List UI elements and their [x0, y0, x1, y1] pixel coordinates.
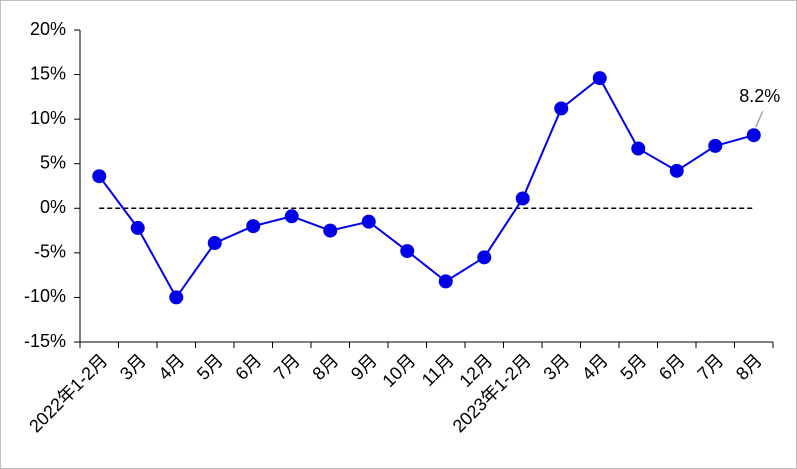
point: [92, 169, 107, 184]
data-label: 8.2%: [739, 86, 780, 106]
point: [515, 191, 530, 206]
point: [361, 214, 376, 229]
point: [592, 71, 607, 86]
y-tick-label: 15%: [30, 63, 66, 83]
y-tick-label: 5%: [40, 152, 66, 172]
point: [554, 101, 569, 116]
y-tick-label: 20%: [30, 19, 66, 39]
label-leader: [755, 110, 764, 128]
y-tick-label: 0%: [40, 197, 66, 217]
point: [284, 209, 299, 224]
point: [207, 236, 222, 251]
point: [746, 128, 761, 143]
point: [669, 163, 684, 178]
y-tick-label: -15%: [24, 331, 66, 351]
y-tick-label: -10%: [24, 286, 66, 306]
point: [400, 244, 415, 259]
point: [169, 290, 184, 305]
series-line: [98, 76, 755, 300]
point: [130, 220, 145, 235]
y-tick-label: -5%: [34, 242, 66, 262]
point: [246, 219, 261, 234]
point: [631, 141, 646, 156]
point: [708, 138, 723, 153]
point: [323, 223, 338, 238]
y-tick-label: 10%: [30, 108, 66, 128]
point: [477, 250, 492, 265]
point: [438, 274, 453, 289]
